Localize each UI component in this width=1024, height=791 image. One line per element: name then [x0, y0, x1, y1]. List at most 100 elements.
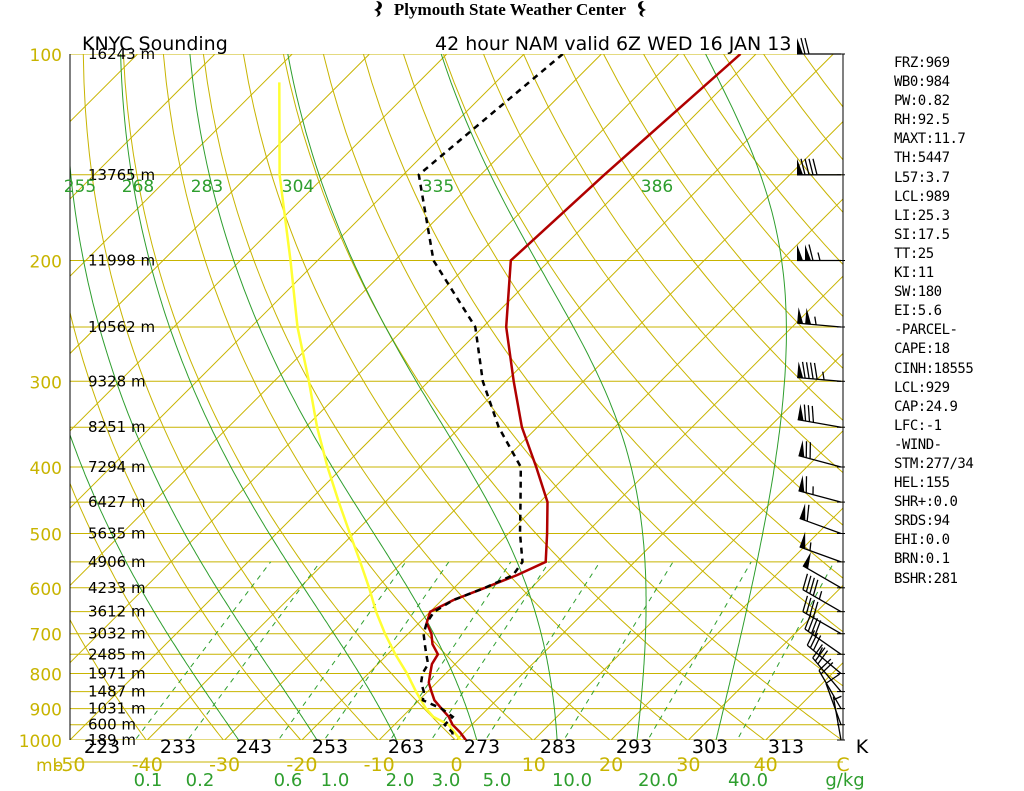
barb-pennant: [797, 244, 803, 261]
height-label: 10562 m: [88, 318, 155, 336]
kelvin-label: 303: [692, 736, 728, 758]
dry-adiabat: [242, 54, 689, 740]
isotherm-line: [70, 54, 757, 740]
index-line: LCL:929: [894, 379, 950, 396]
wind-barb: [802, 573, 845, 613]
barb-staff: [832, 696, 842, 741]
dewpoint-profile: [417, 54, 564, 740]
isotherm-line: [70, 54, 370, 355]
temperature-profile: [425, 54, 742, 740]
barb-pennant: [805, 307, 812, 325]
height-label: 2485 m: [88, 645, 146, 663]
barb-flag: [812, 158, 818, 175]
mixing-ratio-label: 0.2: [186, 770, 215, 791]
temperature-tick-label: 10: [522, 754, 546, 776]
barb-flag: [800, 158, 806, 175]
barb-pennant: [797, 361, 804, 378]
index-line: WB0:984: [894, 74, 950, 91]
isotherm-line: [223, 120, 843, 740]
barb-flag: [814, 647, 826, 662]
wind-barb: [798, 475, 845, 503]
index-line: TH:5447: [894, 150, 950, 167]
moist-adiabat: [70, 160, 318, 740]
barb-pennant: [805, 244, 811, 261]
barb-pennant: [797, 403, 804, 421]
barb-flag: [805, 362, 810, 379]
theta-e-label: 255: [64, 177, 96, 197]
barb-pennant: [797, 307, 804, 324]
barb-flag: [806, 504, 810, 522]
dry-adiabat: [70, 310, 302, 740]
isotherm-line: [70, 54, 293, 277]
wind-barb: [797, 244, 845, 262]
wind-barb: [806, 630, 845, 675]
index-line: -PARCEL-: [894, 322, 958, 339]
isotherm-line: [70, 54, 680, 664]
temperature-tick-label: -10: [364, 754, 395, 776]
wind-barb: [797, 403, 845, 428]
mixing-ratio-line: [736, 561, 835, 740]
mixing-ratio-label: g/kg: [825, 770, 864, 791]
barb-pennant: [798, 475, 805, 493]
pressure-label: 100: [30, 46, 62, 66]
barb-flag: [809, 362, 814, 379]
barb-pennant: [797, 38, 803, 54]
index-line: CAP:24.9: [894, 398, 958, 415]
wind-barb: [802, 595, 845, 635]
index-line: LCL:989: [894, 188, 950, 205]
wind-barb: [812, 644, 845, 693]
index-line: SW:180: [894, 284, 942, 301]
kelvin-label: K: [856, 736, 869, 758]
barb-flag: [817, 650, 829, 665]
barb-flag: [812, 601, 819, 618]
stability-indices: FRZ:969 WB0:984 PW:0.82 RH:92.5 MAXT:11.7 TH:…: [894, 54, 1022, 589]
index-line: LI:25.3: [894, 207, 950, 224]
index-line: RH:92.5: [894, 112, 950, 129]
barb-pennant: [798, 440, 805, 458]
theta-e-label: 268: [122, 177, 154, 197]
wind-barb: [818, 658, 845, 710]
kelvin-label: 253: [312, 736, 348, 758]
wind-barb: [797, 158, 845, 176]
temperature-tick-label: C: [836, 754, 849, 776]
temperature-tick-label: 30: [676, 754, 700, 776]
barb-flag: [804, 613, 812, 630]
barb-flag: [809, 632, 819, 649]
wind-barb: [797, 37, 845, 55]
barb-flag: [807, 405, 811, 422]
mixing-ratio-label: 0.1: [134, 770, 163, 791]
isotherm-line: [70, 54, 448, 432]
barb-pennant: [799, 503, 806, 521]
isotherm-line: [70, 54, 216, 200]
theta-e-label: 335: [422, 177, 454, 197]
index-line: HEL:155: [894, 475, 950, 492]
barb-staff: [818, 670, 842, 709]
wind-barb: [802, 551, 845, 589]
mixing-ratio-line: [187, 561, 321, 740]
wind-barb: [799, 531, 845, 563]
mixing-ratio-line: [134, 561, 272, 740]
height-label: 1031 m: [88, 700, 146, 718]
kelvin-label: 273: [464, 736, 500, 758]
dry-adiabat: [70, 618, 147, 740]
wind-barb: [797, 361, 845, 382]
barb-staff: [799, 546, 842, 563]
barb-flag: [806, 630, 816, 646]
kelvin-label: 223: [84, 736, 120, 758]
pressure-label: 600: [30, 580, 62, 600]
index-line: SI:17.5: [894, 226, 950, 243]
barb-pennant: [802, 551, 811, 569]
pressure-label: 300: [30, 373, 62, 393]
index-line: SRDS:94: [894, 513, 950, 530]
isotherm-line: [146, 54, 834, 740]
barb-half-flag: [818, 591, 823, 600]
barb-flag: [813, 362, 818, 380]
dry-adiabat: [603, 54, 843, 370]
pressure-label: 1000: [19, 732, 62, 752]
height-label: 6427 m: [88, 493, 146, 511]
barb-pennant: [799, 531, 806, 549]
storm-logo-icon: [373, 1, 382, 17]
mixing-ratio-label: 10.0: [552, 770, 592, 791]
wind-barb: [832, 695, 845, 741]
barb-flag: [825, 673, 840, 684]
